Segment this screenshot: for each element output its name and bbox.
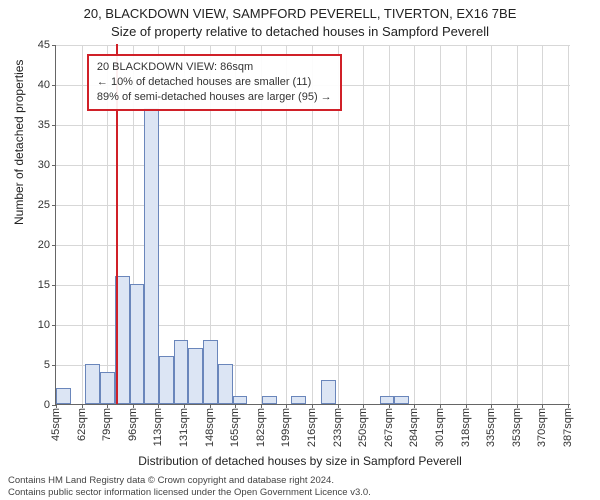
histogram-bar (85, 364, 100, 404)
histogram-bar (262, 396, 277, 404)
xtick-label: 113sqm (152, 408, 164, 446)
histogram-bar (188, 348, 203, 404)
xtick-label: 199sqm (280, 408, 292, 447)
gridline-vertical (466, 45, 467, 404)
y-axis-label: Number of detached properties (12, 60, 26, 225)
property-info-box: 20 BLACKDOWN VIEW: 86sqm← 10% of detache… (87, 54, 342, 111)
xtick-label: 79sqm (101, 408, 113, 441)
gridline-vertical (542, 45, 543, 404)
xtick-label: 267sqm (383, 408, 395, 447)
histogram-bar (218, 364, 233, 404)
ytick-mark (52, 245, 56, 246)
xtick-label: 233sqm (332, 408, 344, 447)
chart-title-subtitle: Size of property relative to detached ho… (0, 24, 600, 39)
gridline-vertical (389, 45, 390, 404)
xtick-label: 284sqm (408, 408, 420, 447)
ytick-label: 25 (38, 199, 50, 211)
histogram-bar (56, 388, 71, 404)
gridline-vertical (363, 45, 364, 404)
gridline-vertical (568, 45, 569, 404)
ytick-mark (52, 285, 56, 286)
ytick-mark (52, 205, 56, 206)
xtick-label: 165sqm (229, 408, 241, 447)
histogram-bar (233, 396, 248, 404)
ytick-mark (52, 325, 56, 326)
xtick-label: 131sqm (178, 408, 190, 447)
gridline-vertical (517, 45, 518, 404)
xtick-label: 301sqm (434, 408, 446, 447)
footer-copyright-1: Contains HM Land Registry data © Crown c… (8, 475, 334, 486)
ytick-label: 40 (38, 79, 50, 91)
histogram-bar (321, 380, 336, 404)
ytick-label: 15 (38, 279, 50, 291)
histogram-bar (380, 396, 395, 404)
xtick-label: 353sqm (511, 408, 523, 447)
xtick-label: 182sqm (255, 408, 267, 447)
ytick-label: 10 (38, 319, 50, 331)
ytick-mark (52, 365, 56, 366)
ytick-label: 45 (38, 39, 50, 51)
gridline-vertical (440, 45, 441, 404)
xtick-label: 387sqm (562, 408, 574, 447)
ytick-mark (52, 45, 56, 46)
xtick-label: 96sqm (127, 408, 139, 441)
ytick-mark (52, 165, 56, 166)
ytick-label: 20 (38, 239, 50, 251)
xtick-label: 370sqm (536, 408, 548, 447)
histogram-bar (394, 396, 409, 404)
histogram-bar (159, 356, 174, 404)
xtick-label: 45sqm (50, 408, 62, 441)
histogram-bar (144, 108, 159, 404)
chart-plot-area: 05101520253035404545sqm62sqm79sqm96sqm11… (55, 45, 570, 405)
info-box-line-larger: 89% of semi-detached houses are larger (… (97, 90, 332, 105)
histogram-bar (203, 340, 218, 404)
xtick-label: 216sqm (306, 408, 318, 447)
info-box-line-property: 20 BLACKDOWN VIEW: 86sqm (97, 60, 332, 75)
histogram-bar (174, 340, 189, 404)
ytick-label: 35 (38, 119, 50, 131)
xtick-label: 148sqm (204, 408, 216, 447)
xtick-label: 62sqm (76, 408, 88, 441)
ytick-mark (52, 125, 56, 126)
ytick-label: 5 (44, 359, 50, 371)
footer-copyright-2: Contains public sector information licen… (8, 487, 371, 498)
histogram-bar (130, 284, 145, 404)
gridline-vertical (82, 45, 83, 404)
ytick-mark (52, 85, 56, 86)
xtick-label: 335sqm (485, 408, 497, 447)
ytick-label: 30 (38, 159, 50, 171)
histogram-bar (100, 372, 115, 404)
gridline-vertical (491, 45, 492, 404)
chart-title-address: 20, BLACKDOWN VIEW, SAMPFORD PEVERELL, T… (0, 6, 600, 21)
xtick-label: 250sqm (357, 408, 369, 447)
gridline-vertical (414, 45, 415, 404)
info-box-line-smaller: ← 10% of detached houses are smaller (11… (97, 75, 332, 90)
histogram-bar (291, 396, 306, 404)
x-axis-label: Distribution of detached houses by size … (0, 454, 600, 468)
xtick-label: 318sqm (460, 408, 472, 447)
